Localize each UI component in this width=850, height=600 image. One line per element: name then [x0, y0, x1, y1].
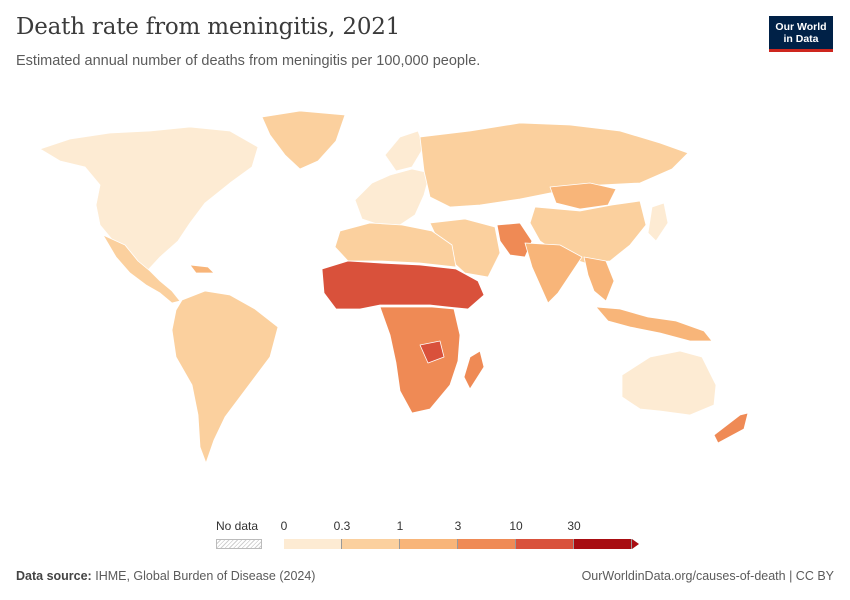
legend-tick-label: 10 — [509, 519, 523, 533]
region-southeast-asia[interactable] — [583, 256, 615, 302]
region-central-america[interactable] — [102, 234, 181, 304]
legend-tick-label: 30 — [567, 519, 581, 533]
region-southern-africa[interactable] — [379, 306, 461, 414]
region-scandinavia[interactable] — [384, 130, 425, 172]
region-japan[interactable] — [647, 202, 669, 242]
region-indonesia[interactable] — [595, 306, 713, 342]
legend-arrow — [632, 539, 639, 549]
region-australia[interactable] — [621, 350, 717, 416]
no-data-swatch — [216, 539, 262, 549]
region-north-africa[interactable] — [334, 222, 457, 268]
legend-tick-label: 3 — [454, 519, 462, 533]
logo-line-1: Our World — [775, 21, 827, 33]
region-caribbean[interactable] — [189, 264, 215, 274]
region-russia[interactable] — [419, 122, 689, 208]
data-source: Data source: IHME, Global Burden of Dise… — [16, 569, 315, 583]
region-europe[interactable] — [354, 168, 431, 226]
legend-bin[interactable] — [400, 539, 458, 549]
region-south-america[interactable] — [171, 290, 279, 464]
legend-tick-label: 0.3 — [333, 519, 351, 533]
region-greenland[interactable] — [261, 110, 346, 170]
logo-line-2: in Data — [783, 33, 819, 45]
legend-bin[interactable] — [284, 539, 342, 549]
no-data-label: No data — [216, 519, 259, 533]
legend-tick-label: 1 — [396, 519, 404, 533]
region-mongolia[interactable] — [549, 182, 617, 210]
chart-title: Death rate from meningitis, 2021 — [16, 14, 401, 40]
data-source-text[interactable]: IHME, Global Burden of Disease (2024) — [95, 569, 316, 583]
region-new-zealand[interactable] — [713, 412, 749, 444]
source-url-license[interactable]: OurWorldinData.org/causes-of-death | CC … — [581, 569, 834, 583]
chart-subtitle: Estimated annual number of deaths from m… — [16, 53, 481, 69]
region-zambia[interactable] — [419, 340, 445, 364]
legend-tick-label: 0 — [280, 519, 288, 533]
legend-bin[interactable] — [574, 539, 632, 549]
region-india[interactable] — [524, 242, 583, 304]
region-pakistan-afghanistan[interactable] — [496, 222, 533, 258]
legend-bin[interactable] — [458, 539, 516, 549]
region-north-america[interactable] — [39, 126, 259, 271]
legend-bin[interactable] — [516, 539, 574, 549]
legend-bin[interactable] — [342, 539, 400, 549]
world-map[interactable] — [0, 95, 850, 510]
region-sahel[interactable] — [321, 260, 485, 310]
region-madagascar[interactable] — [463, 350, 485, 390]
data-source-label: Data source: — [16, 569, 92, 583]
owid-logo[interactable]: Our World in Data — [769, 16, 833, 52]
map-legend: No data 0 0.3 1 3 10 30 — [0, 515, 850, 555]
